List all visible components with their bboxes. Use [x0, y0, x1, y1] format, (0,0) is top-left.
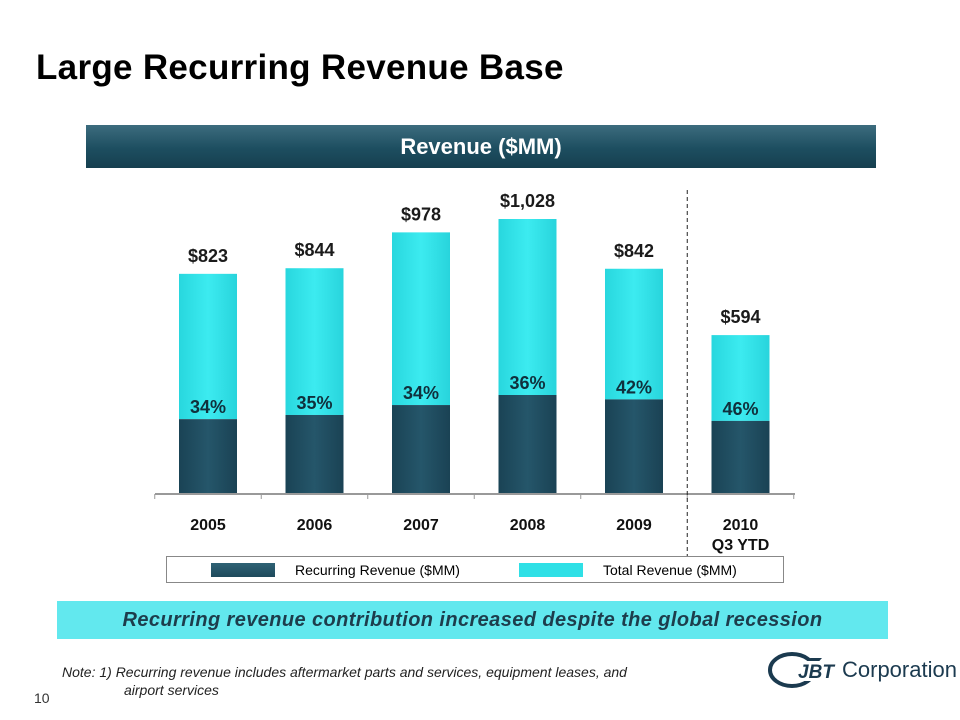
- legend-label-total: Total Revenue ($MM): [603, 562, 737, 578]
- total-revenue-bar: [711, 335, 770, 421]
- page-title: Large Recurring Revenue Base: [36, 48, 564, 87]
- total-value-label: $978: [401, 204, 441, 224]
- logo-mark-text: JBT: [798, 662, 835, 683]
- total-value-label: $823: [188, 246, 228, 266]
- footnote-line-1: Note: 1) Recurring revenue includes afte…: [62, 664, 627, 680]
- total-revenue-bar: [498, 219, 557, 395]
- chart-title: Revenue ($MM): [400, 133, 562, 159]
- x-tick-label: 2010: [723, 517, 759, 534]
- logo-wordmark: Corporation: [842, 657, 957, 682]
- chart-legend: Recurring Revenue ($MM) Total Revenue ($…: [166, 556, 784, 583]
- x-tick-label: 2006: [297, 517, 333, 534]
- recurring-share-label: 34%: [190, 397, 226, 417]
- revenue-bar-chart: $823 34% 2005 $844 35% 2006 $978 34% 2007 $1,028 3…: [154, 190, 795, 556]
- total-value-label: $842: [614, 241, 654, 261]
- jbt-logo: JBT Corporation: [766, 649, 957, 693]
- page-number: 10: [34, 690, 50, 706]
- total-revenue-bar: [392, 232, 450, 406]
- x-tick-label: 2009: [616, 517, 652, 534]
- x-tick-label: 2005: [190, 517, 226, 534]
- total-revenue-bar: [285, 268, 344, 415]
- total-value-label: $594: [720, 307, 760, 327]
- recurring-share-label: 46%: [722, 399, 758, 419]
- x-tick-label: 2008: [510, 517, 546, 534]
- callout-text: Recurring revenue contribution increased…: [122, 608, 823, 631]
- x-tick-sublabel: Q3 YTD: [712, 537, 770, 554]
- legend-swatch-recurring: [211, 563, 275, 577]
- callout-banner: Recurring revenue contribution increased…: [57, 601, 888, 639]
- x-tick-label: 2007: [403, 517, 439, 534]
- recurring-share-label: 34%: [403, 383, 439, 403]
- recurring-revenue-bar: [498, 395, 557, 494]
- recurring-share-label: 42%: [616, 377, 652, 397]
- recurring-revenue-bar: [179, 419, 237, 494]
- recurring-share-label: 36%: [509, 373, 545, 393]
- recurring-revenue-bar: [605, 399, 663, 494]
- jbt-logo-mark-icon: JBT: [768, 652, 840, 688]
- footnote: Note: 1) Recurring revenue includes afte…: [62, 663, 722, 699]
- recurring-revenue-bar: [392, 405, 450, 494]
- legend-label-recurring: Recurring Revenue ($MM): [295, 562, 460, 578]
- chart-header-bar: Revenue ($MM): [86, 125, 876, 168]
- total-value-label: $1,028: [500, 191, 555, 211]
- total-revenue-bar: [605, 268, 663, 400]
- total-revenue-bar: [179, 273, 237, 420]
- footnote-line-2: airport services: [124, 682, 219, 698]
- recurring-share-label: 35%: [296, 393, 332, 413]
- legend-swatch-total: [519, 563, 583, 577]
- recurring-revenue-bar: [285, 414, 344, 494]
- total-value-label: $844: [294, 240, 334, 260]
- recurring-revenue-bar: [711, 420, 770, 494]
